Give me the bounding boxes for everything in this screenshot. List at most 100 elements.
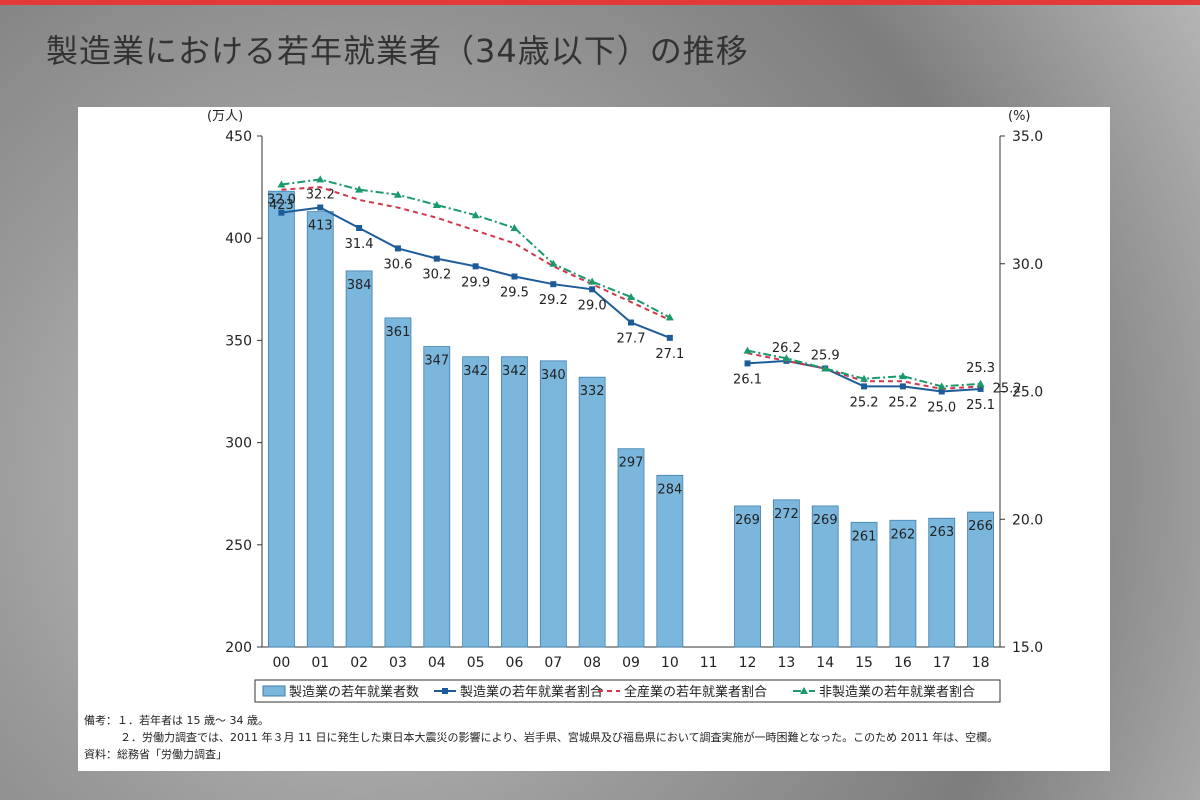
bar <box>578 376 606 648</box>
line-label: 25.3 <box>966 361 995 376</box>
bar-label: 263 <box>929 525 954 540</box>
x-tick-label: 13 <box>777 655 795 671</box>
marker <box>588 277 597 285</box>
y-tick-label: 400 <box>225 231 252 247</box>
legend-label: 全産業の若年就業者割合 <box>624 684 767 700</box>
bar <box>772 499 800 648</box>
bar-label: 297 <box>619 456 644 471</box>
line <box>281 206 671 339</box>
bar <box>345 270 373 648</box>
marker <box>782 354 791 362</box>
line-label: 30.2 <box>422 268 451 283</box>
bar <box>656 474 684 648</box>
y-tick-label: 200 <box>225 640 252 656</box>
x-tick-label: 16 <box>894 655 912 671</box>
marker <box>317 204 324 211</box>
legend-marker <box>800 687 808 694</box>
bar <box>539 360 567 648</box>
line-label: 30.6 <box>383 257 412 272</box>
y2-tick-label: 20.0 <box>1012 512 1043 528</box>
x-tick-label: 07 <box>544 655 562 671</box>
marker <box>977 385 984 392</box>
x-tick-label: 09 <box>622 655 640 671</box>
marker <box>744 360 751 367</box>
marker <box>432 200 441 208</box>
line-label: 25.2 <box>888 395 917 410</box>
bar-label: 272 <box>774 507 799 522</box>
legend-label: 製造業の若年就業者割合 <box>460 684 603 700</box>
line-label: 25.2 <box>850 395 879 410</box>
line-label: 29.0 <box>578 298 607 313</box>
line-label: 27.1 <box>655 347 684 362</box>
bar <box>811 505 839 648</box>
marker <box>316 175 325 183</box>
marker <box>355 185 364 193</box>
x-tick-label: 11 <box>700 655 718 671</box>
marker <box>821 364 830 372</box>
marker <box>394 245 401 252</box>
bar <box>423 346 451 648</box>
y-tick-label: 450 <box>225 129 252 145</box>
x-tick-label: 05 <box>467 655 485 671</box>
marker <box>937 382 946 390</box>
bar <box>850 521 878 648</box>
marker <box>510 223 519 231</box>
line-label: 29.2 <box>539 293 568 308</box>
slide-title: 製造業における若年就業者（34歳以下）の推移 <box>46 32 749 70</box>
bar <box>462 356 490 648</box>
note: 資料：総務省「労働力調査」 <box>84 747 227 761</box>
bar-label: 342 <box>463 364 488 379</box>
line-label: 32.0 <box>267 193 296 208</box>
bar-label: 342 <box>502 364 527 379</box>
y2-unit: (%) <box>1008 109 1031 124</box>
line-label: 31.4 <box>345 237 374 252</box>
line-label: 27.7 <box>617 332 646 347</box>
bar-label: 423 <box>269 198 294 213</box>
y-tick-label: 350 <box>225 333 252 349</box>
bar <box>617 448 645 648</box>
line <box>281 186 671 321</box>
marker <box>898 372 907 380</box>
marker <box>860 374 869 382</box>
line-label: 26.2 <box>772 341 801 356</box>
bar-label: 332 <box>580 384 605 399</box>
bar <box>501 356 528 648</box>
marker <box>471 211 480 219</box>
marker <box>743 346 752 354</box>
bar-label: 269 <box>813 513 838 528</box>
x-tick-label: 10 <box>661 655 679 671</box>
marker <box>550 281 557 288</box>
legend-label: 非製造業の若年就業者割合 <box>819 684 975 700</box>
marker <box>976 379 985 387</box>
x-tick-label: 08 <box>583 655 601 671</box>
bar-label: 347 <box>424 354 449 369</box>
legend-label: 製造業の若年就業者数 <box>289 684 419 700</box>
bar-label: 384 <box>347 278 372 293</box>
bar-label: 262 <box>890 527 915 542</box>
marker <box>356 224 363 231</box>
legend-swatch <box>262 685 286 697</box>
bar <box>268 190 295 648</box>
y-tick-label: 250 <box>225 538 252 554</box>
marker <box>549 259 558 267</box>
marker <box>472 263 479 270</box>
bar-label: 361 <box>386 325 411 340</box>
line-label: 32.2 <box>306 188 335 203</box>
x-tick-label: 06 <box>506 655 524 671</box>
marker <box>627 292 635 300</box>
marker <box>938 388 945 395</box>
bar <box>734 505 761 648</box>
legend-box <box>254 679 1001 703</box>
marker <box>666 334 673 341</box>
bar-label: 340 <box>541 368 566 383</box>
line <box>281 178 671 319</box>
marker <box>628 319 634 326</box>
line-label: 29.9 <box>461 275 490 290</box>
marker <box>277 180 286 188</box>
line-label: 25.1 <box>966 398 995 413</box>
line-label: 25.2 <box>993 381 1022 396</box>
y-unit: (万人) <box>207 109 243 124</box>
bar-label: 269 <box>735 513 760 528</box>
marker <box>665 313 674 321</box>
